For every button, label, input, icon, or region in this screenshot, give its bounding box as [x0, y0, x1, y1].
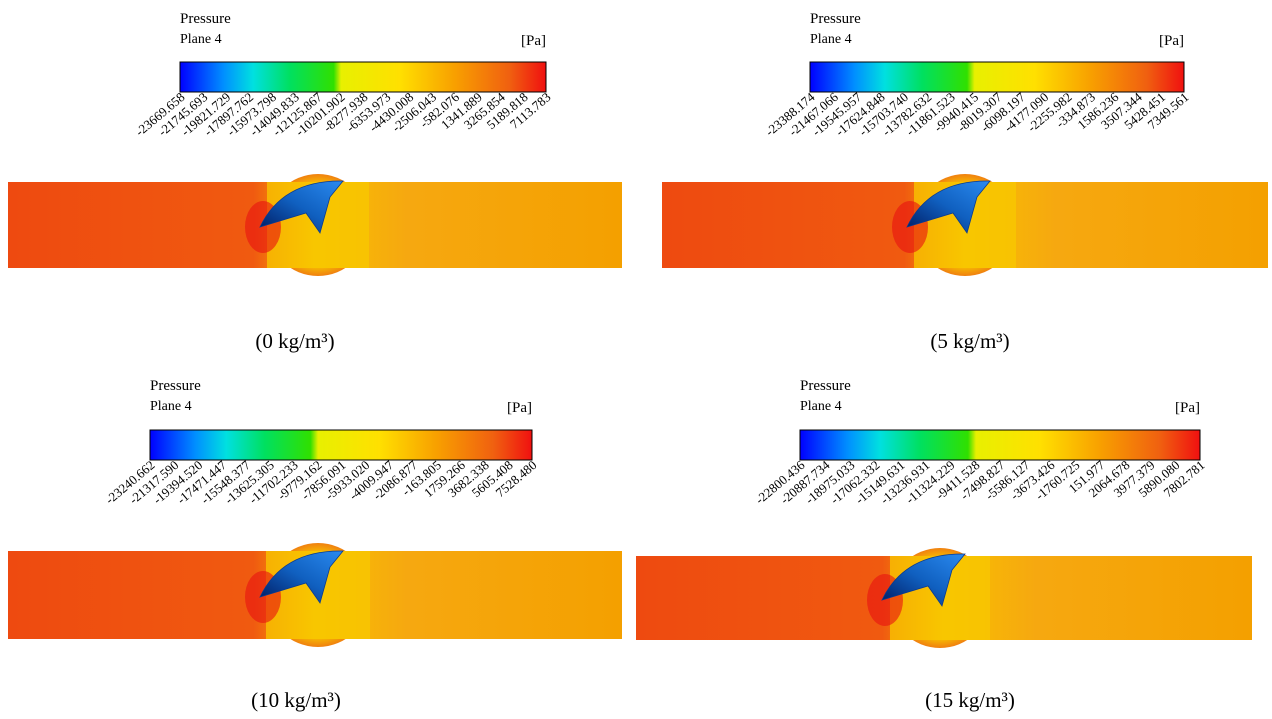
legend-unit: [Pa] — [507, 400, 532, 416]
legend-subtitle: Plane 4 — [800, 399, 842, 414]
legend-title: Pressure — [150, 378, 201, 394]
colorbar — [180, 62, 546, 92]
legend-title: Pressure — [810, 11, 861, 27]
colorbar — [810, 62, 1184, 92]
legend-subtitle: Plane 4 — [150, 399, 192, 414]
legend-subtitle: Plane 4 — [180, 32, 222, 47]
legend-title: Pressure — [180, 11, 231, 27]
legend-unit: [Pa] — [521, 33, 546, 49]
caption: (15 kg/m³) — [925, 688, 1015, 712]
caption: (10 kg/m³) — [251, 688, 341, 712]
legend-subtitle: Plane 4 — [810, 32, 852, 47]
caption: (5 kg/m³) — [930, 329, 1009, 353]
caption: (0 kg/m³) — [255, 329, 334, 353]
page: {"panels": [ {"title": "Pressure", "subt… — [0, 0, 1272, 719]
legend-title: Pressure — [800, 378, 851, 394]
colorbar — [800, 430, 1200, 460]
legend-unit: [Pa] — [1175, 400, 1200, 416]
colorbar — [150, 430, 532, 460]
legend-unit: [Pa] — [1159, 33, 1184, 49]
figure: PressurePlane 4[Pa]-23669.658-21745.693-… — [0, 0, 1272, 719]
